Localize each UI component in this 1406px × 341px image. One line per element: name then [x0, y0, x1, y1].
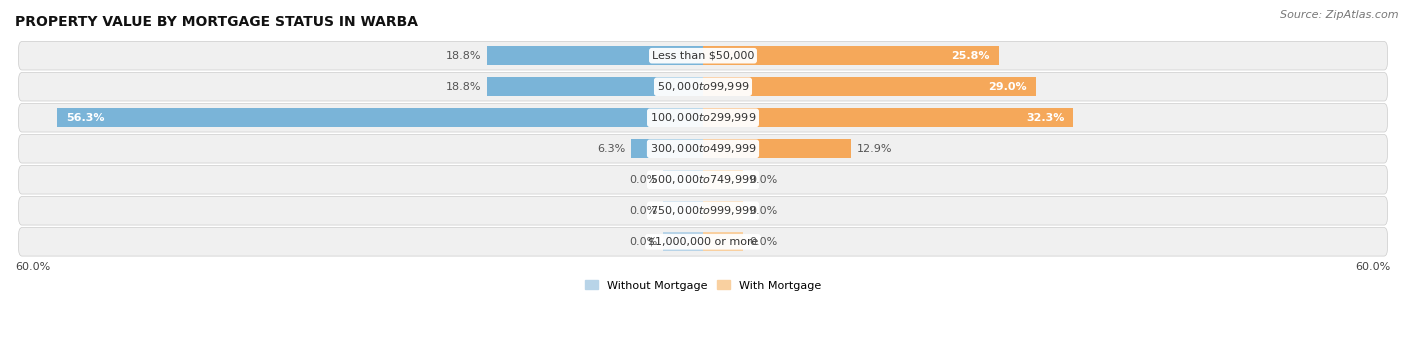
Text: 25.8%: 25.8%	[952, 51, 990, 61]
Text: $750,000 to $999,999: $750,000 to $999,999	[650, 204, 756, 217]
Text: 60.0%: 60.0%	[1355, 262, 1391, 272]
FancyBboxPatch shape	[18, 73, 1388, 101]
Text: 56.3%: 56.3%	[66, 113, 105, 123]
Bar	[662, 170, 703, 189]
Text: 0.0%: 0.0%	[628, 206, 657, 216]
Text: 18.8%: 18.8%	[446, 51, 482, 61]
Bar	[662, 201, 703, 220]
Bar	[703, 108, 1073, 128]
Text: 0.0%: 0.0%	[628, 237, 657, 247]
Text: 0.0%: 0.0%	[628, 175, 657, 185]
Bar	[703, 201, 744, 220]
FancyBboxPatch shape	[18, 134, 1388, 163]
Text: 0.0%: 0.0%	[749, 206, 778, 216]
Bar	[488, 46, 703, 65]
Text: $300,000 to $499,999: $300,000 to $499,999	[650, 142, 756, 155]
Text: Less than $50,000: Less than $50,000	[652, 51, 754, 61]
FancyBboxPatch shape	[18, 103, 1388, 132]
Text: 0.0%: 0.0%	[749, 237, 778, 247]
Text: $100,000 to $299,999: $100,000 to $299,999	[650, 111, 756, 124]
Bar	[703, 46, 998, 65]
Text: 32.3%: 32.3%	[1026, 113, 1064, 123]
Text: PROPERTY VALUE BY MORTGAGE STATUS IN WARBA: PROPERTY VALUE BY MORTGAGE STATUS IN WAR…	[15, 15, 418, 29]
Bar	[662, 232, 703, 251]
FancyBboxPatch shape	[18, 42, 1388, 70]
Text: 0.0%: 0.0%	[749, 175, 778, 185]
Text: 60.0%: 60.0%	[15, 262, 51, 272]
Text: $500,000 to $749,999: $500,000 to $749,999	[650, 173, 756, 186]
Bar	[488, 77, 703, 97]
Text: 12.9%: 12.9%	[856, 144, 893, 154]
Text: $1,000,000 or more: $1,000,000 or more	[648, 237, 758, 247]
FancyBboxPatch shape	[18, 165, 1388, 194]
Bar	[703, 232, 744, 251]
Legend: Without Mortgage, With Mortgage: Without Mortgage, With Mortgage	[581, 276, 825, 295]
Text: 6.3%: 6.3%	[596, 144, 626, 154]
FancyBboxPatch shape	[18, 227, 1388, 256]
Bar	[58, 108, 703, 128]
Bar	[631, 139, 703, 158]
Text: 29.0%: 29.0%	[988, 82, 1026, 92]
Bar	[703, 77, 1036, 97]
Bar	[703, 139, 851, 158]
Text: 18.8%: 18.8%	[446, 82, 482, 92]
Text: $50,000 to $99,999: $50,000 to $99,999	[657, 80, 749, 93]
Bar	[703, 170, 744, 189]
Text: Source: ZipAtlas.com: Source: ZipAtlas.com	[1281, 10, 1399, 20]
FancyBboxPatch shape	[18, 196, 1388, 225]
